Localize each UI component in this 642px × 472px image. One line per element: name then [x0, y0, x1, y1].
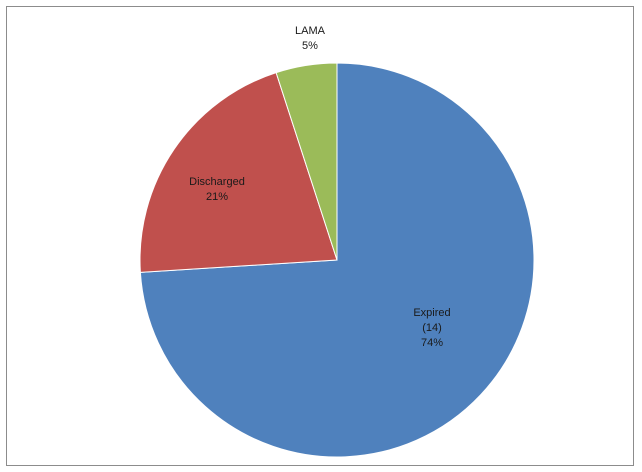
label-discharged-percent: 21% — [206, 191, 228, 203]
label-discharged-name: Discharged — [189, 176, 245, 188]
label-lama-percent: 5% — [302, 40, 318, 52]
pie-slice-discharged — [139, 72, 338, 273]
label-lama-name: LAMA — [295, 25, 326, 37]
label-expired-count: (14) — [422, 322, 442, 334]
pie-slices — [139, 62, 535, 458]
label-expired-name: Expired — [413, 307, 450, 319]
pie-slice-lama — [275, 62, 338, 261]
label-expired-percent: 74% — [421, 337, 443, 349]
